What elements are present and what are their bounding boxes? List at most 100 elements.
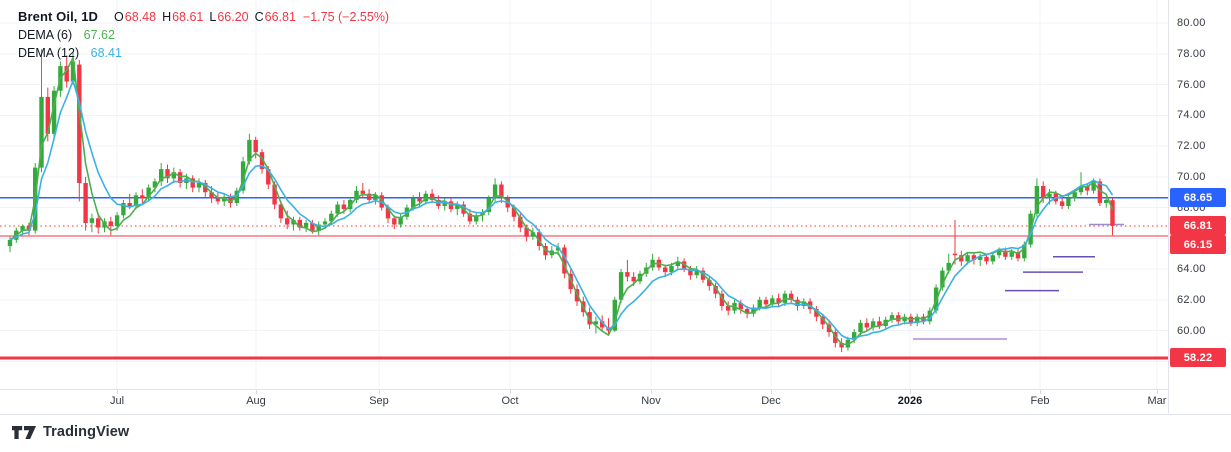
candle-body [896,315,901,322]
candle-body [902,316,907,322]
candle-body [870,321,876,328]
candle-body [45,96,50,134]
candle-body [177,172,183,183]
candle-body [1047,193,1052,199]
candle-body [1078,186,1084,193]
symbol-title[interactable]: Brent Oil, 1D [18,9,99,24]
candle-body [713,286,718,294]
candle-body [537,232,542,246]
legend-symbol-row[interactable]: Brent Oil, 1D O68.48 H68.61 L66.20 C66.81 −1.… [18,8,389,26]
candle-body [51,90,57,134]
price-badge-66.15: 66.15 [1170,235,1226,255]
candle-body [442,201,447,206]
candle-body [423,193,428,202]
candle-body [64,66,69,82]
ohlc-value: 68.48 [124,10,157,24]
change-value: −1.75 (−2.55%) [302,10,390,24]
candle-body [530,232,536,237]
candle-body [877,321,882,326]
candle-body [171,172,176,179]
candle-body [618,272,624,300]
candle-body [133,195,139,207]
candle-body [228,196,233,203]
candle-body [681,261,687,270]
candle-body [524,227,529,237]
candle-body [562,247,567,274]
candle-body [499,184,504,199]
candle-body [1104,199,1109,203]
ohlc-key: O [114,10,124,24]
time-tick-mark [379,390,380,394]
candle-body [965,255,970,262]
candle-body [1091,181,1096,191]
candle-body [159,169,164,182]
price-axis[interactable]: 80.0078.0076.0074.0072.0070.0068.0066.00… [1168,0,1231,413]
candle-body [247,139,252,162]
candlestick-chart[interactable] [0,0,1168,389]
tradingview-icon [12,425,36,439]
time-tick-label: Feb [1030,395,1050,407]
candle-body [253,139,258,153]
time-tick-mark [910,390,911,394]
time-axis[interactable]: Jul Aug Sep Oct Nov Dec 2026 Feb Mar [0,389,1231,415]
chart-pane[interactable]: Brent Oil, 1D O68.48 H68.61 L66.20 C66.81 −1.… [0,0,1168,389]
candle-body [108,221,113,226]
time-tick-mark [1040,390,1041,394]
time-tick-mark [256,390,257,394]
candle-body [486,198,491,213]
ohlc-values: O68.48 H68.61 L66.20 C66.81 [108,10,296,24]
candle-body [385,207,391,219]
indicator-row-dema12[interactable]: DEMA (12) 68.41 [18,45,389,62]
candle-body [411,198,416,208]
candle-body [814,309,819,317]
candle-body [927,310,932,322]
candle-body [379,195,384,208]
tradingview-logo[interactable]: TradingView [12,424,129,440]
dema-6-line [9,56,1114,346]
ohlc-value: 66.20 [217,10,249,24]
time-tick-mark [117,390,118,394]
candle-body [990,255,995,262]
candle-body [392,218,397,225]
candle-body [1041,186,1046,199]
candle-body [518,216,523,228]
candle-body [820,316,825,325]
candle-body [259,152,265,170]
candle-body [96,218,101,228]
candle-body [83,183,88,223]
time-tick-label: Aug [246,395,266,407]
candle-body [7,239,13,247]
candle-body [266,169,271,185]
candle-body [852,332,857,340]
legend: Brent Oil, 1D O68.48 H68.61 L66.20 C66.81 −1.… [18,8,389,63]
candle-body [669,266,674,273]
candle-body [373,195,378,200]
candle-body [127,203,132,207]
price-tick-label: 80.00 [1177,17,1206,30]
time-tick-label: 2026 [897,395,923,407]
ohlc-key: L [209,10,217,24]
candle-body [694,270,699,276]
candle-body [1072,192,1077,199]
candle-body [738,302,743,310]
candle-body [978,256,983,260]
indicator-row-dema6[interactable]: DEMA (6) 67.62 [18,27,389,44]
candle-body [455,204,460,210]
time-tick-mark [651,390,652,394]
candle-body [555,247,561,251]
candle-body [1085,186,1090,191]
footer: TradingView [0,414,1231,452]
candle-body [625,272,630,277]
candle-body [146,187,151,199]
candle-body [278,204,284,219]
indicator-value: 68.41 [90,46,122,60]
candle-body [366,193,372,200]
candle-body [612,299,617,331]
candle-body [744,309,750,314]
candle-body [190,178,195,188]
candle-body [467,213,473,222]
ohlc-key: H [162,10,172,24]
price-badge-66.81: 66.81 [1170,216,1226,236]
candle-body [707,279,712,286]
